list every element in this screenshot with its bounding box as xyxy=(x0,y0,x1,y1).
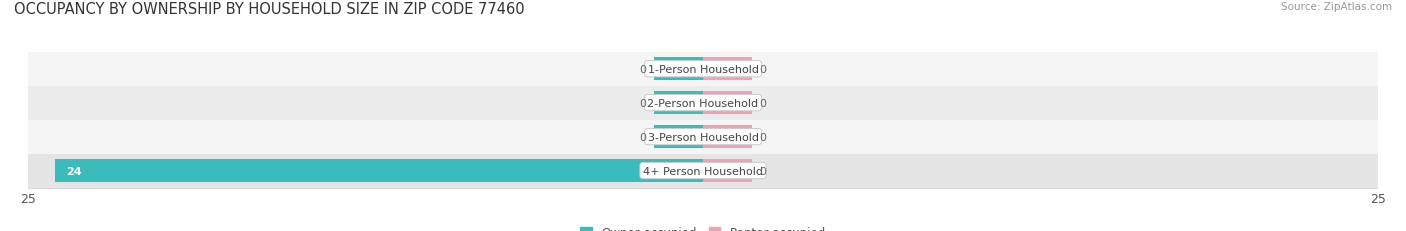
Text: OCCUPANCY BY OWNERSHIP BY HOUSEHOLD SIZE IN ZIP CODE 77460: OCCUPANCY BY OWNERSHIP BY HOUSEHOLD SIZE… xyxy=(14,2,524,17)
Bar xyxy=(654,58,703,81)
Text: 0: 0 xyxy=(759,132,766,142)
Text: 0: 0 xyxy=(759,166,766,176)
Text: 0: 0 xyxy=(640,132,647,142)
Text: 0: 0 xyxy=(759,98,766,108)
Bar xyxy=(703,92,752,115)
Bar xyxy=(654,92,703,115)
Text: 1-Person Household: 1-Person Household xyxy=(648,64,758,74)
Text: 0: 0 xyxy=(759,64,766,74)
Text: Source: ZipAtlas.com: Source: ZipAtlas.com xyxy=(1281,2,1392,12)
Text: 2-Person Household: 2-Person Household xyxy=(647,98,759,108)
Bar xyxy=(654,125,703,149)
Text: 3-Person Household: 3-Person Household xyxy=(648,132,758,142)
Text: 0: 0 xyxy=(640,64,647,74)
Bar xyxy=(703,125,752,149)
Bar xyxy=(28,86,1378,120)
Legend: Owner-occupied, Renter-occupied: Owner-occupied, Renter-occupied xyxy=(579,226,827,231)
Bar xyxy=(28,120,1378,154)
Bar xyxy=(55,159,703,182)
Bar xyxy=(703,159,752,182)
Text: 24: 24 xyxy=(66,166,82,176)
Bar xyxy=(28,154,1378,188)
Bar xyxy=(703,58,752,81)
Text: 0: 0 xyxy=(640,98,647,108)
Bar xyxy=(28,52,1378,86)
Text: 4+ Person Household: 4+ Person Household xyxy=(643,166,763,176)
